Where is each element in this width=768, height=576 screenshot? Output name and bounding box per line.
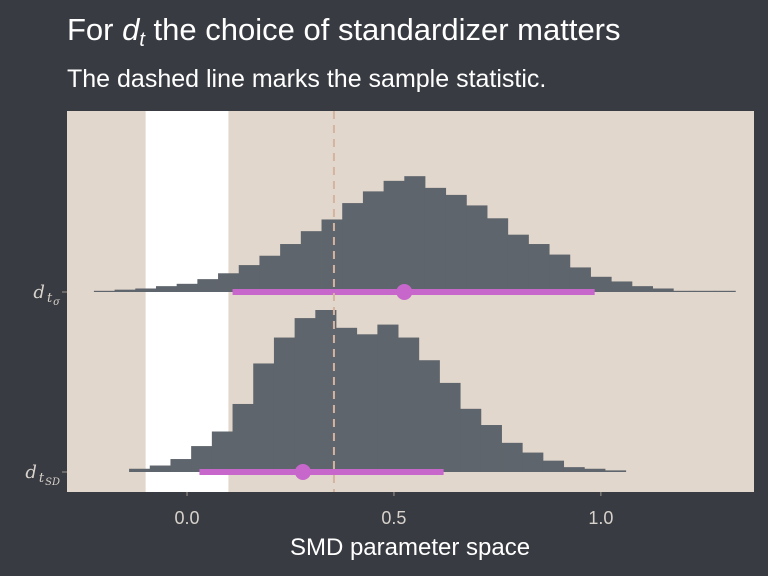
histogram-bar	[569, 267, 591, 292]
histogram-bar	[466, 205, 488, 292]
histogram-bar	[673, 290, 695, 292]
histogram-bar	[155, 286, 178, 292]
histogram-bar	[191, 446, 213, 472]
histogram-bar	[129, 468, 151, 472]
histogram-bar	[693, 290, 716, 292]
histogram-bar	[238, 265, 260, 292]
histogram-bar	[460, 408, 482, 472]
chart-title: For dt the choice of standardizer matter…	[67, 12, 621, 51]
chart-subtitle: The dashed line marks the sample statist…	[67, 65, 547, 93]
histogram-bar	[294, 318, 316, 472]
y-tick-label: d tSD	[25, 462, 60, 488]
histogram-bar	[176, 283, 198, 292]
histogram-bar	[362, 191, 384, 292]
histogram-bar	[149, 465, 171, 472]
histogram-bar	[439, 382, 461, 472]
histogram-bar	[631, 286, 654, 292]
histogram-bar	[383, 180, 405, 292]
histogram-bar	[445, 194, 467, 292]
histogram-bar	[404, 176, 426, 292]
histogram-bar	[356, 334, 378, 472]
histogram-bar	[93, 290, 115, 292]
histogram-bar	[321, 219, 343, 292]
histogram-bar	[377, 324, 399, 472]
histogram-bar	[522, 452, 544, 472]
histogram-bar	[507, 234, 529, 292]
histogram-bar	[424, 187, 447, 292]
histogram-bar	[232, 403, 254, 472]
histogram-bar	[714, 290, 736, 292]
rope-band	[145, 111, 229, 492]
histogram-bar	[211, 431, 233, 472]
histogram-bar	[542, 460, 565, 472]
histogram-bar	[584, 468, 606, 472]
x-tick-label: 0.5	[381, 508, 406, 528]
histogram-bar	[487, 218, 509, 292]
y-tick-label: d tσ	[33, 282, 61, 308]
histogram-bar	[280, 244, 302, 292]
histogram-bar	[273, 337, 296, 472]
histogram-bar	[218, 273, 240, 292]
title-math-subscript: t	[139, 29, 145, 51]
histogram-bar	[197, 279, 219, 292]
histogram-bar	[605, 470, 627, 472]
histogram-bar	[501, 442, 523, 472]
histogram-bar	[611, 281, 633, 292]
histogram-bar	[300, 231, 322, 292]
histogram-bar	[418, 360, 440, 472]
histogram-bar	[253, 363, 275, 472]
histogram-bar	[342, 203, 364, 292]
histogram-bar	[259, 255, 281, 292]
histogram-bar	[315, 310, 337, 472]
histogram-bar	[563, 467, 585, 472]
histogram-bar	[170, 459, 192, 472]
histogram-bar	[652, 288, 674, 292]
histogram-bar	[336, 327, 358, 472]
histogram-bar	[528, 244, 550, 292]
histogram-bar	[135, 288, 157, 292]
x-axis-label: SMD parameter space	[290, 534, 530, 561]
point-estimate	[294, 464, 311, 480]
title-math-d: d	[122, 12, 140, 47]
histogram-bar	[480, 425, 502, 472]
histogram-bar	[114, 289, 136, 292]
histogram-bar	[590, 276, 612, 292]
histogram-bar	[398, 337, 420, 472]
histogram-bar	[549, 254, 571, 292]
x-tick-label: 1.0	[588, 508, 613, 528]
x-tick-label: 0.0	[175, 508, 200, 528]
point-estimate	[396, 284, 413, 300]
